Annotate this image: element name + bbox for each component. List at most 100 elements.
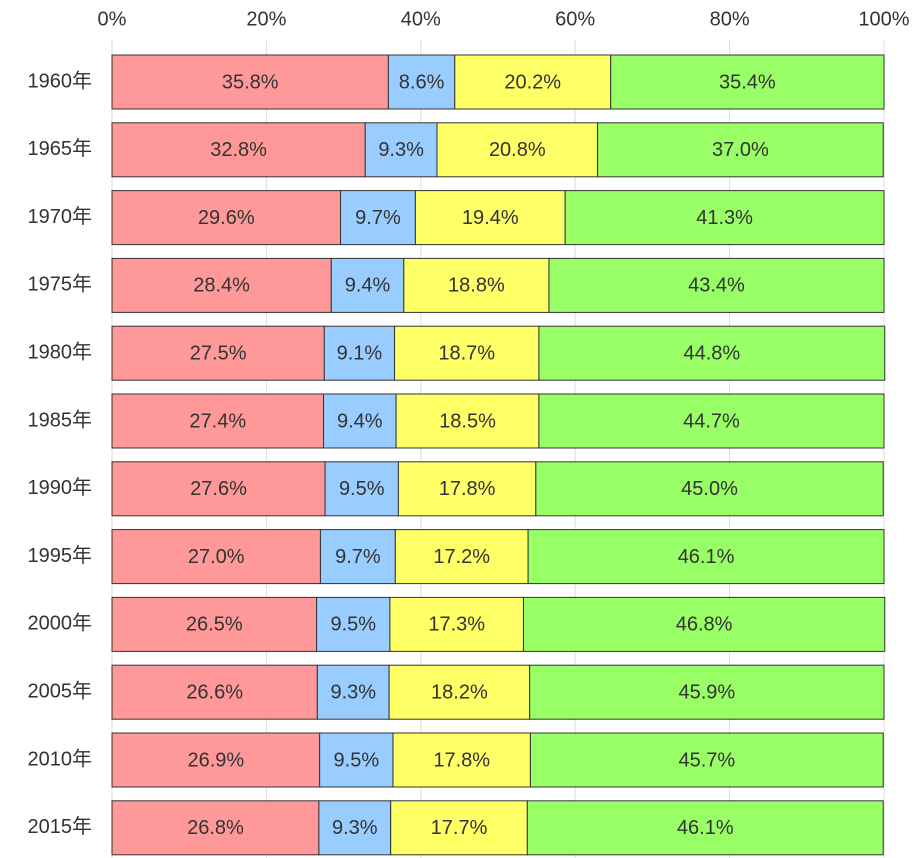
bar-segment — [111, 596, 318, 652]
data-label: 45.9% — [678, 681, 735, 703]
data-label: 9.3% — [378, 139, 424, 161]
data-label: 28.4% — [193, 275, 250, 297]
data-label: 46.1% — [677, 817, 734, 839]
bar-segment — [111, 190, 342, 246]
y-tick-label: 1975年 — [28, 273, 93, 296]
data-label: 46.8% — [676, 614, 733, 636]
bar-segment — [364, 122, 438, 178]
data-label: 9.5% — [334, 749, 380, 771]
bar-segment — [610, 54, 885, 110]
y-tick-label: 1960年 — [28, 69, 93, 92]
data-label: 27.5% — [190, 342, 247, 364]
data-label: 26.8% — [187, 817, 244, 839]
data-label: 35.4% — [719, 71, 776, 93]
bar-segment — [535, 461, 884, 517]
bar-segment — [111, 257, 332, 313]
data-label: 9.4% — [345, 275, 391, 297]
bar-segment — [330, 257, 405, 313]
data-label: 19.4% — [462, 207, 519, 229]
x-tick-label: 80% — [710, 8, 750, 30]
data-label: 35.8% — [222, 71, 279, 93]
data-label: 27.6% — [190, 478, 247, 500]
y-tick-label: 2015年 — [28, 815, 93, 838]
data-label: 17.3% — [428, 614, 485, 636]
data-label: 27.0% — [188, 546, 245, 568]
bar-segment — [414, 190, 566, 246]
y-tick-label: 2005年 — [28, 679, 93, 702]
bar-segment — [436, 122, 599, 178]
bar-segment — [323, 325, 396, 381]
x-tick-label: 40% — [401, 8, 441, 30]
data-label: 17.8% — [433, 749, 490, 771]
bar-segment — [318, 800, 392, 856]
data-label: 44.8% — [683, 342, 740, 364]
x-tick-label: 0% — [98, 8, 127, 30]
y-tick-label: 1995年 — [28, 544, 93, 567]
data-label: 18.5% — [439, 410, 496, 432]
data-label: 20.2% — [504, 71, 561, 93]
data-label: 9.7% — [335, 546, 381, 568]
bar-segment — [529, 732, 884, 788]
data-label: 18.7% — [438, 342, 495, 364]
bar-segment — [111, 325, 325, 381]
bar-segment — [526, 800, 884, 856]
y-tick-label: 1980年 — [28, 340, 93, 363]
bar-segment — [397, 461, 537, 517]
y-tick-label: 1965年 — [28, 137, 93, 160]
data-label: 9.3% — [332, 817, 378, 839]
bar-segment — [564, 190, 885, 246]
bar-segment — [340, 190, 416, 246]
bar-segment — [538, 393, 885, 449]
x-tick-label: 20% — [246, 8, 286, 30]
data-label: 45.7% — [678, 749, 735, 771]
data-label: 9.5% — [330, 614, 376, 636]
y-tick-label: 1970年 — [28, 205, 93, 228]
data-label: 44.7% — [683, 410, 740, 432]
data-label: 9.5% — [339, 478, 385, 500]
data-label: 43.4% — [688, 275, 745, 297]
bar-segment — [527, 529, 885, 585]
bar-segment — [538, 325, 886, 381]
y-tick-label: 1990年 — [28, 476, 93, 499]
data-label: 18.2% — [431, 681, 488, 703]
data-label: 18.8% — [448, 275, 505, 297]
bar-segment — [111, 800, 320, 856]
data-label: 9.4% — [337, 410, 383, 432]
bar-segment — [111, 122, 366, 178]
bar-segment — [111, 54, 389, 110]
data-label: 26.6% — [186, 681, 243, 703]
bar-segment — [394, 529, 529, 585]
data-label: 27.4% — [189, 410, 246, 432]
bar-segment — [392, 732, 531, 788]
data-label: 46.1% — [678, 546, 735, 568]
bar-segment — [390, 800, 528, 856]
data-label: 9.3% — [330, 681, 376, 703]
data-label: 26.9% — [187, 749, 244, 771]
bar-segment — [111, 529, 321, 585]
bar-segment — [111, 393, 325, 449]
data-label: 29.6% — [198, 207, 255, 229]
data-label: 17.7% — [431, 817, 488, 839]
bar-segment — [316, 664, 390, 720]
data-label: 17.2% — [433, 546, 490, 568]
data-label: 37.0% — [712, 139, 769, 161]
data-label: 9.1% — [337, 342, 383, 364]
data-label: 20.8% — [489, 139, 546, 161]
data-label: 9.7% — [355, 207, 401, 229]
bar-segment — [389, 596, 524, 652]
y-tick-label: 2010年 — [28, 747, 93, 770]
bar-segment — [522, 596, 886, 652]
bar-segment — [111, 461, 326, 517]
bar-segment — [319, 732, 394, 788]
bar-segment — [529, 664, 885, 720]
data-label: 45.0% — [681, 478, 738, 500]
data-label: 32.8% — [210, 139, 267, 161]
y-tick-label: 2000年 — [28, 612, 93, 635]
data-label: 8.6% — [399, 71, 445, 93]
bar-segment — [324, 461, 399, 517]
bar-segment — [548, 257, 885, 313]
data-label: 41.3% — [696, 207, 753, 229]
y-tick-label: 1985年 — [28, 408, 93, 431]
bar-segment — [597, 122, 884, 178]
x-tick-label: 100% — [858, 8, 909, 30]
